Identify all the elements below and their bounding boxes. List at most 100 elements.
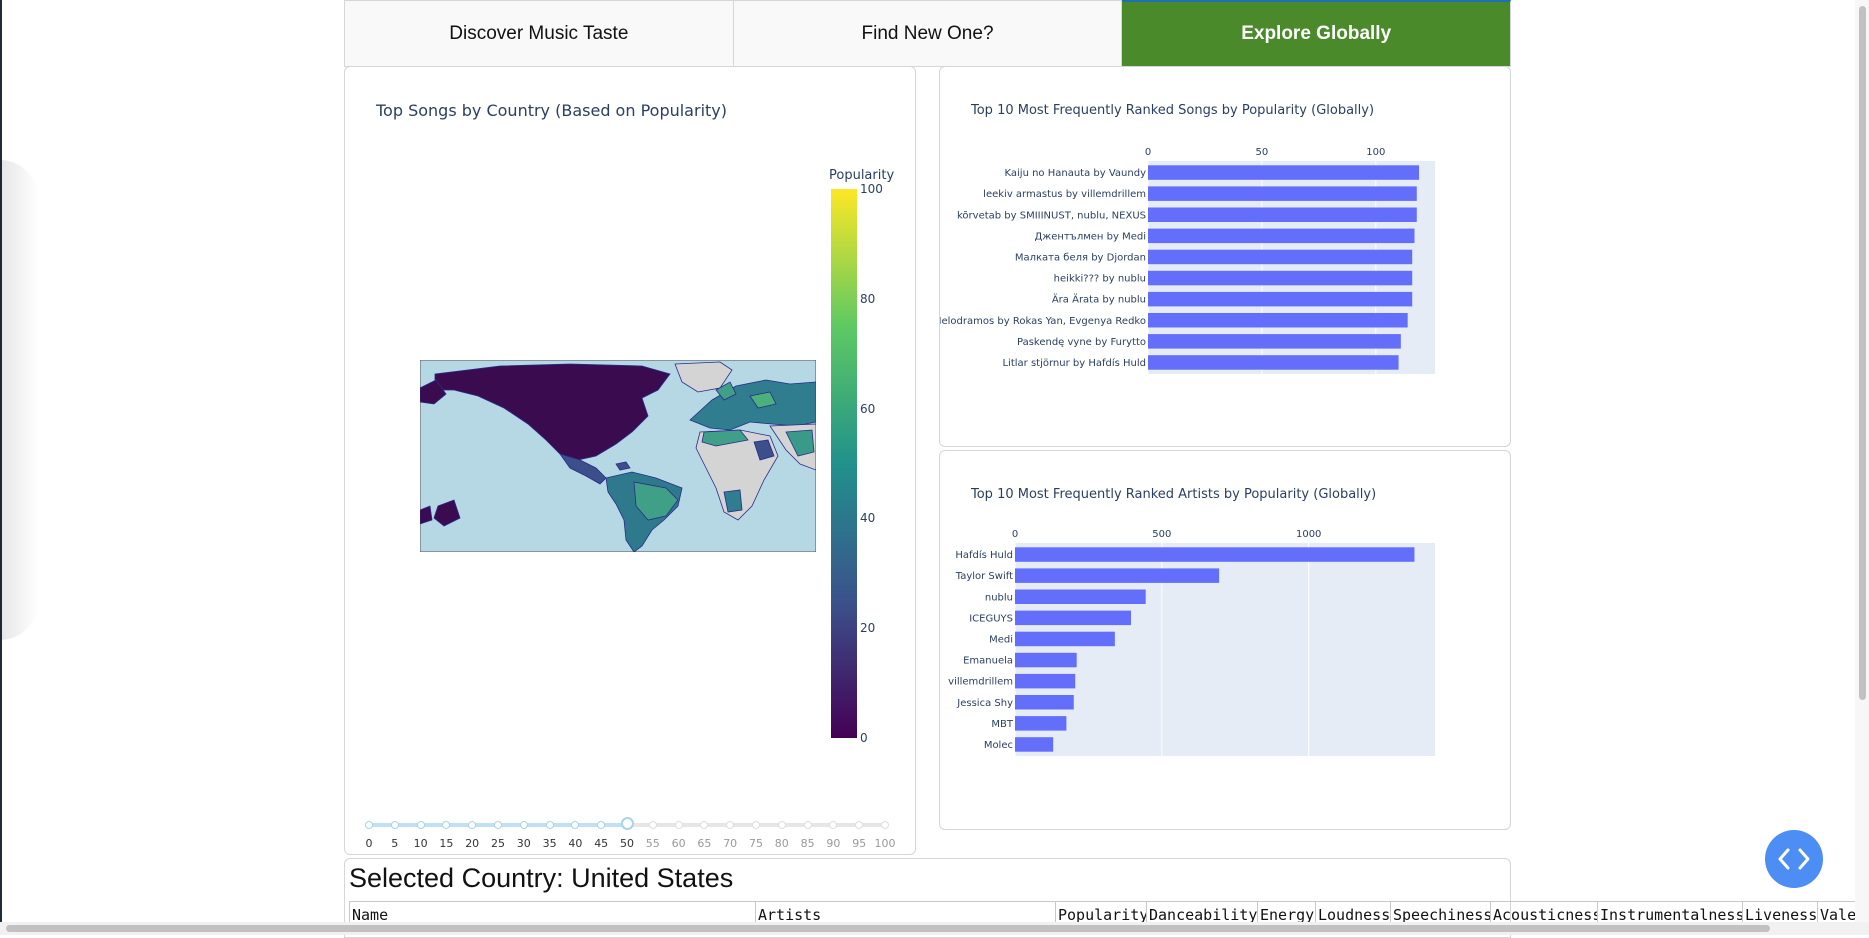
col-danceability[interactable]: Danceability [1147, 902, 1258, 926]
vertical-scroll-thumb[interactable] [1859, 6, 1866, 700]
col-liveness[interactable]: Liveness [1743, 902, 1818, 926]
slider-handle[interactable] [620, 817, 634, 830]
top-songs-panel: Top 10 Most Frequently Ranked Songs by P… [939, 66, 1511, 447]
slider-mark-dot[interactable] [881, 821, 889, 829]
bar[interactable] [1148, 291, 1413, 307]
popularity-slider[interactable]: 0 5 10 15 20 25 30 35 40 45 50 55 60 65 70 75 80 85 90 95 10… [365, 817, 896, 857]
slider-mark-dot[interactable] [726, 821, 735, 829]
category-label: heikki??? by nublu [1054, 274, 1146, 285]
tab-bar: Discover Music Taste Find New One? Explo… [344, 0, 1512, 67]
colorbar-tick-label: 80 [860, 291, 876, 306]
horizontal-scroll-thumb[interactable] [6, 925, 1770, 932]
colorbar-tick-label: 40 [860, 511, 876, 526]
col-artists[interactable]: Artists [756, 902, 1056, 926]
top-artists-panel: Top 10 Most Frequently Ranked Artists by… [939, 450, 1511, 830]
bar[interactable] [1015, 568, 1220, 583]
bar[interactable] [1148, 186, 1417, 201]
bar[interactable] [1015, 695, 1074, 710]
slider-mark-dot[interactable] [597, 821, 606, 829]
slider-tick-label: 20 [465, 837, 480, 850]
x-tick-label: 50 [1256, 147, 1269, 158]
bar[interactable] [1015, 673, 1076, 689]
category-label: ICEGUYS [969, 613, 1013, 624]
slider-tick-label: 95 [852, 837, 867, 850]
category-label: villemdrillem [948, 677, 1013, 688]
bar[interactable] [1015, 631, 1115, 647]
map-panel: Top Songs by Country (Based on Popularit… [344, 66, 916, 855]
slider-mark-dot[interactable] [674, 821, 683, 829]
slider-mark-dot[interactable] [752, 821, 760, 829]
slider-tick-label: 0 [365, 837, 373, 850]
slider-mark-dot[interactable] [700, 821, 709, 829]
top-artists-bar-chart[interactable]: 0 500 1000 Hafdís Huld Taylor Swift nublu ICEG… [940, 451, 1512, 831]
category-label: MBT [991, 719, 1013, 730]
slider-mark-dot[interactable] [777, 821, 786, 829]
x-tick-label: 500 [1152, 529, 1171, 540]
slider-mark-dot[interactable] [855, 821, 864, 829]
slider-tick-label: 50 [620, 837, 634, 850]
bar[interactable] [1148, 249, 1413, 265]
tab-explore-globally[interactable]: Explore Globally [1122, 0, 1512, 66]
window-edge [0, 0, 2, 935]
bar[interactable] [1015, 652, 1077, 668]
slider-mark-dot[interactable] [571, 821, 580, 829]
slider-tick-label: 100 [874, 837, 896, 850]
col-energy[interactable]: Energy [1258, 902, 1316, 926]
slider-tick-label: 70 [723, 837, 738, 850]
bar[interactable] [1148, 165, 1420, 180]
slider-tick-label: 65 [697, 837, 712, 850]
slider-tick-label: 25 [491, 837, 505, 850]
slider-mark-dot[interactable] [829, 821, 838, 829]
category-label: Малката беля by Djordan [1015, 252, 1146, 263]
bar[interactable] [1015, 589, 1146, 605]
category-label: kõrvetab by SMIIINUST, nublu, NEXUS [957, 210, 1146, 221]
col-popularity[interactable]: Popularity [1056, 902, 1147, 926]
category-label: Ära Ärata by nublu [1052, 293, 1146, 306]
horizontal-scrollbar[interactable] [0, 922, 1869, 935]
code-toggle-button[interactable] [1765, 830, 1823, 888]
slider-tick-label: 90 [826, 837, 841, 850]
bar[interactable] [1015, 547, 1415, 562]
bar[interactable] [1015, 610, 1132, 626]
bar[interactable] [1148, 313, 1408, 328]
bar[interactable] [1148, 207, 1417, 223]
category-label: Jessica Shy [956, 698, 1013, 709]
bar[interactable] [1148, 334, 1401, 349]
tab-find-new-one[interactable]: Find New One? [733, 0, 1123, 66]
slider-mark-dot[interactable] [803, 821, 812, 829]
category-label: Kaiju no Hanauta by Vaundy [1005, 168, 1147, 179]
bar[interactable] [1015, 716, 1067, 731]
slider-mark-dot[interactable] [416, 821, 425, 829]
top-artists-title: Top 10 Most Frequently Ranked Artists by… [971, 487, 1377, 502]
col-acousticness[interactable]: Acousticness [1491, 902, 1598, 926]
slider-mark-dot[interactable] [519, 821, 528, 829]
category-label: leekiv armastus by villemdrillem [983, 189, 1146, 200]
col-loudness[interactable]: Loudness [1316, 902, 1391, 926]
bar[interactable] [1015, 737, 1054, 752]
x-tick-label: 100 [1366, 147, 1385, 158]
slider-mark-dot[interactable] [442, 821, 451, 829]
slider-mark-dot[interactable] [390, 821, 399, 829]
slider-mark-dot[interactable] [365, 821, 373, 829]
slider-mark-dot[interactable] [468, 821, 477, 829]
bar[interactable] [1148, 355, 1399, 370]
slider-tick-label: 40 [568, 837, 583, 850]
colorbar-tick-label: 20 [860, 621, 876, 636]
x-tick-label: 0 [1145, 147, 1151, 158]
top-songs-bar-chart[interactable]: 0 50 100 Kaiju no Hanauta by Vaundy leekiv a… [940, 67, 1512, 448]
col-instrumentalness[interactable]: Instrumentalness [1598, 902, 1743, 926]
colorbar-tick-label: 0 [860, 731, 868, 745]
slider-mark-dot[interactable] [648, 821, 657, 829]
category-label: Emanuela [963, 656, 1013, 667]
slider-mark-dot[interactable] [545, 821, 554, 829]
vertical-scrollbar[interactable] [1855, 0, 1869, 935]
col-name[interactable]: Name [350, 902, 756, 926]
bar[interactable] [1148, 270, 1413, 286]
category-label: Litlar stjörnur by Hafdís Huld [1002, 357, 1146, 369]
selected-country-heading: Selected Country: United States [349, 863, 734, 893]
bar[interactable] [1148, 228, 1415, 244]
slider-mark-dot[interactable] [494, 821, 502, 829]
world-choropleth-map[interactable] [420, 360, 816, 552]
col-speechiness[interactable]: Speechiness [1391, 902, 1491, 926]
tab-discover-music-taste[interactable]: Discover Music Taste [344, 0, 734, 66]
